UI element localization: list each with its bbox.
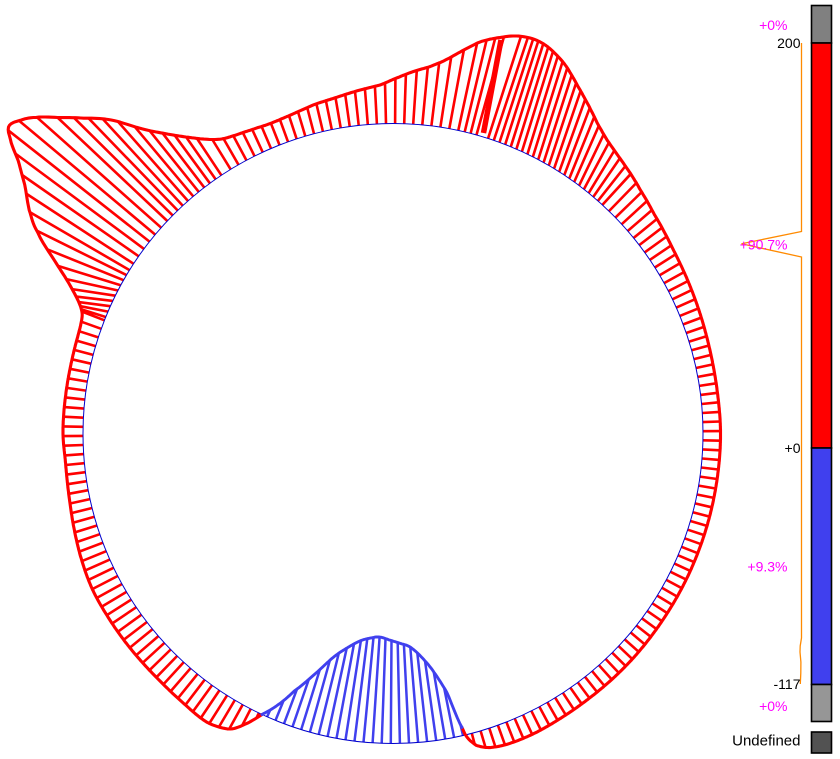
svg-text:-117: -117 xyxy=(774,676,801,692)
svg-text:+0%: +0% xyxy=(759,698,787,714)
svg-text:+0%: +0% xyxy=(759,17,787,33)
svg-text:200: 200 xyxy=(777,35,801,51)
svg-text:+90.7%: +90.7% xyxy=(740,237,788,253)
svg-text:+9.3%: +9.3% xyxy=(747,559,787,575)
svg-text:+0: +0 xyxy=(785,440,801,456)
svg-text:Undefined: Undefined xyxy=(732,733,800,750)
